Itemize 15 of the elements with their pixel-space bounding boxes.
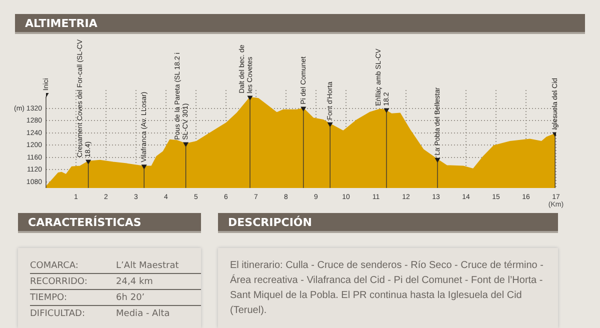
text: COMARCA: xyxy=(30,258,116,274)
chart-title: ALTIMETRIA xyxy=(15,14,585,34)
point xyxy=(327,122,333,128)
text: CARACTERÍSTICAS xyxy=(18,213,201,233)
text: L’Alt Maestrat xyxy=(116,258,201,274)
text: TIEMPO: xyxy=(30,290,116,306)
text: RECORRIDO: xyxy=(30,274,116,290)
text: El itinerario: Culla - Cruce de senderos - Río Seco - Cruce de término - Área recreativa - Vilafranca del Cid - Pi del Comunet - Font de l’Horta - Sant Miquel de la Pobla. El PR continua hasta la Iglesuela del Cid (Teruel). xyxy=(230,259,544,318)
point xyxy=(434,158,440,163)
text: 6h 20’ xyxy=(116,290,201,306)
text: DIFICULTAD: xyxy=(30,308,86,320)
text: DESCRIPCIÓN xyxy=(218,213,558,233)
text: Media - Alta xyxy=(116,308,171,320)
text: 24,4 km xyxy=(116,274,201,290)
point xyxy=(141,164,147,170)
